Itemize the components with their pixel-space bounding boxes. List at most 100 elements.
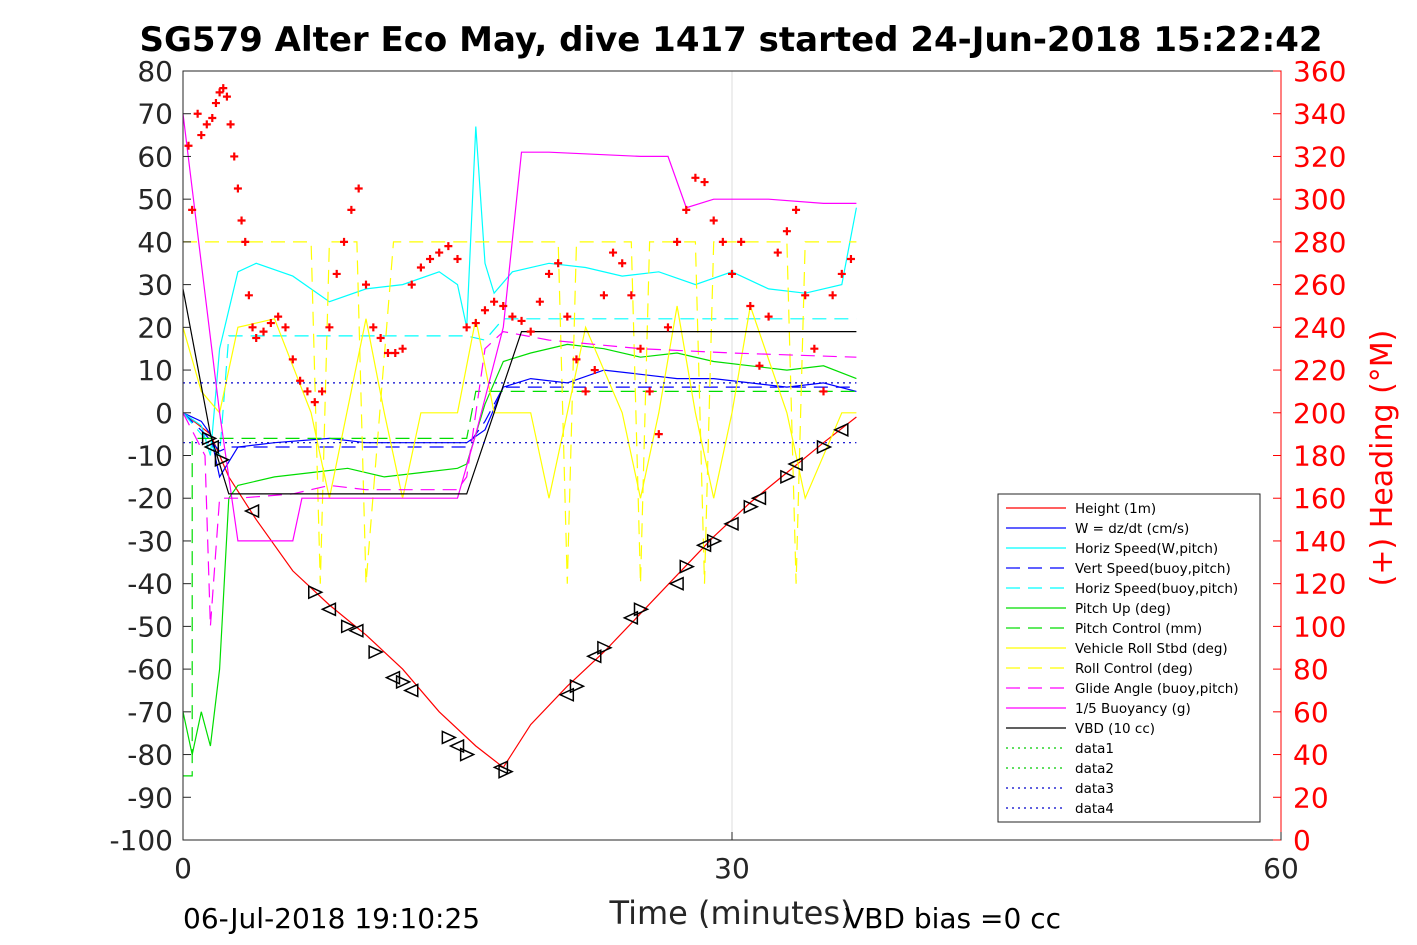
- legend-entry-11: VBD (10 cc): [1075, 721, 1155, 737]
- x-tick-label-2: 60: [1263, 852, 1299, 885]
- y-tick-label-11: -30: [127, 525, 173, 558]
- heading-point-25: [310, 398, 319, 407]
- heading-point-31: [354, 184, 363, 193]
- heading-point-18: [259, 327, 268, 336]
- footer-timestamp: 06-Jul-2018 19:10:25: [183, 902, 480, 935]
- depth-marker-11: [402, 683, 419, 698]
- heading-point-65: [654, 430, 663, 439]
- y2-axis-label: (+) Heading (°M): [1365, 330, 1400, 587]
- heading-point-79: [782, 227, 791, 236]
- y2-tick-label-4: 280: [1293, 226, 1346, 259]
- depth-marker-24: [679, 559, 696, 574]
- chart-title: SG579 Alter Eco May, dive 1417 started 2…: [139, 20, 1322, 60]
- y2-tick-label-9: 180: [1293, 440, 1346, 473]
- depth-marker-18: [569, 679, 586, 694]
- legend-box: [997, 493, 1261, 823]
- heading-point-14: [241, 237, 250, 246]
- depth-marker-13: [448, 738, 465, 754]
- y-tick-label-12: -40: [127, 568, 173, 601]
- x-tick-label-0: 0: [174, 852, 192, 885]
- heading-point-39: [416, 263, 425, 272]
- y2-tick-label-18: 0: [1293, 824, 1311, 857]
- heading-point-32: [362, 280, 370, 289]
- y2-tick-label-2: 320: [1293, 140, 1346, 173]
- depth-marker-33: [833, 422, 849, 438]
- heading-point-5: [208, 113, 217, 122]
- heading-point-47: [490, 297, 499, 306]
- heading-point-33: [369, 323, 378, 332]
- heading-point-15: [244, 291, 253, 300]
- depth-marker-32: [816, 439, 833, 455]
- y-tick-label-14: -60: [127, 653, 173, 686]
- heading-point-57: [581, 387, 590, 396]
- legend-entry-7: Vehicle Roll Stbd (deg): [1075, 641, 1228, 657]
- heading-point-61: [618, 259, 627, 268]
- depth-marker-29: [750, 491, 767, 506]
- heading-point-82: [810, 344, 819, 353]
- heading-point-56: [572, 355, 581, 364]
- heading-point-12: [233, 184, 242, 193]
- depth-marker-12: [441, 730, 458, 745]
- heading-point-83: [819, 387, 828, 396]
- heading-point-55: [563, 312, 572, 321]
- y2-tick-label-7: 220: [1293, 354, 1346, 387]
- heading-point-71: [709, 216, 718, 225]
- y2-tick-label-12: 120: [1293, 568, 1346, 601]
- heading-point-51: [526, 327, 535, 336]
- heading-point-26: [318, 387, 327, 396]
- heading-point-21: [281, 323, 290, 332]
- heading-point-58: [590, 366, 599, 375]
- series-line-9: [182, 330, 857, 627]
- y-tick-label-15: -70: [127, 696, 173, 729]
- y2-tick-label-1: 340: [1293, 98, 1346, 131]
- heading-point-45: [471, 319, 480, 328]
- heading-point-63: [636, 344, 645, 353]
- heading-point-6: [211, 99, 220, 108]
- heading-point-16: [248, 323, 257, 332]
- x-tick-label-1: 30: [714, 852, 750, 885]
- heading-point-85: [837, 269, 846, 278]
- heading-point-49: [508, 312, 517, 321]
- y-tick-label-0: 80: [137, 55, 173, 88]
- heading-point-75: [746, 301, 755, 310]
- depth-marker-14: [459, 747, 476, 762]
- series-line-1: [182, 369, 857, 479]
- heading-point-73: [728, 269, 736, 278]
- depth-marker-21: [622, 610, 639, 626]
- heading-point-81: [801, 291, 810, 300]
- heading-point-54: [554, 259, 563, 268]
- heading-point-24: [303, 387, 312, 396]
- y2-tick-label-10: 160: [1293, 482, 1346, 515]
- heading-point-30: [347, 205, 356, 214]
- heading-point-50: [517, 316, 526, 325]
- y-tick-label-16: -80: [127, 739, 173, 772]
- depth-marker-0: [201, 431, 218, 446]
- y2-tick-label-5: 260: [1293, 269, 1346, 302]
- heading-point-66: [663, 323, 672, 332]
- heading-point-72: [718, 237, 727, 246]
- heading-point-23: [296, 376, 305, 385]
- y2-tick-label-6: 240: [1293, 311, 1346, 344]
- heading-point-84: [828, 291, 837, 300]
- heading-point-48: [499, 301, 508, 310]
- heading-point-3: [197, 131, 206, 140]
- heading-point-9: [222, 92, 231, 101]
- heading-point-34: [376, 334, 385, 343]
- depth-marker-4: [308, 585, 324, 600]
- y-tick-label-17: -90: [127, 781, 173, 814]
- y2-tick-label-17: 20: [1293, 781, 1329, 814]
- heading-point-22: [288, 355, 297, 364]
- heading-point-74: [737, 237, 746, 246]
- depth-marker-28: [743, 499, 760, 514]
- heading-point-4: [202, 120, 211, 129]
- heading-point-43: [453, 254, 462, 263]
- depth-marker-27: [723, 516, 739, 532]
- depth-marker-17: [558, 687, 575, 702]
- depth-marker-2: [214, 452, 231, 467]
- heading-point-62: [627, 291, 636, 300]
- depth-marker-6: [340, 619, 357, 634]
- depth-marker-20: [597, 640, 613, 655]
- depth-marker-22: [633, 602, 650, 617]
- series-line-10: [182, 113, 857, 542]
